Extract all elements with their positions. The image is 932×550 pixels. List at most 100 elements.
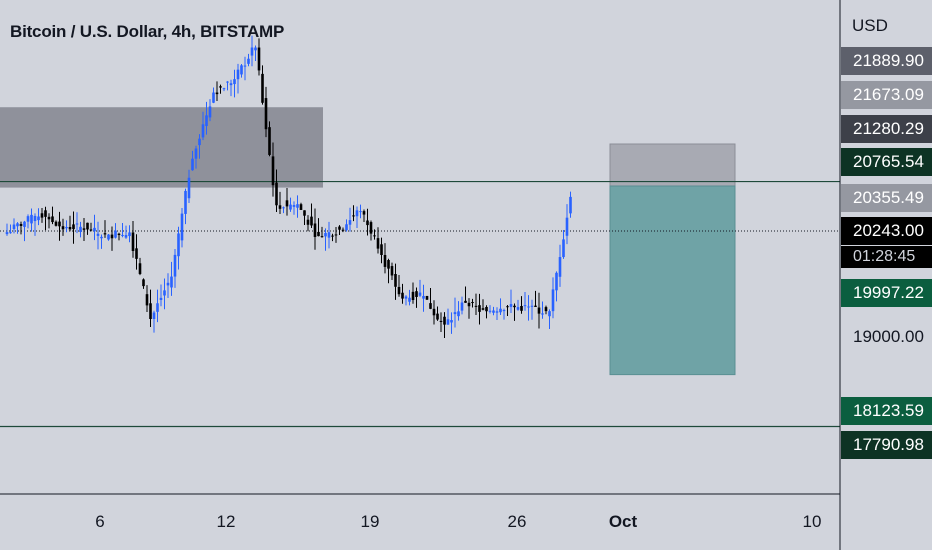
candle-body (443, 316, 446, 325)
candle-body (30, 214, 33, 224)
candle-body (107, 234, 110, 240)
candle-body (100, 236, 103, 239)
candle-body (366, 220, 369, 226)
position-target-zone (609, 185, 736, 376)
candle-body (222, 88, 226, 90)
candle-body (264, 98, 268, 130)
candle-body (471, 302, 474, 304)
candle-body (282, 207, 285, 209)
candle-body (142, 279, 145, 287)
candle-body (229, 83, 233, 86)
candle-body (219, 86, 222, 88)
price-tag: 19997.22 (841, 279, 932, 307)
candle-body (149, 303, 152, 320)
candle-body (418, 292, 422, 296)
candle-body (114, 230, 117, 238)
candle-body (292, 205, 296, 207)
candle-body (278, 205, 282, 209)
candle-body (488, 310, 492, 312)
candle-body (138, 263, 142, 274)
candle-body (506, 306, 509, 308)
candle-body (520, 305, 523, 311)
candle-body (481, 308, 485, 310)
candle-body (194, 148, 198, 159)
candle-body (551, 289, 555, 312)
candle-body (299, 204, 303, 210)
candle-body (537, 307, 541, 314)
price-tag: 19000.00 (853, 327, 924, 346)
candle-body (96, 233, 100, 236)
candle-body (236, 69, 240, 80)
candle-body (170, 276, 173, 288)
candle-body (268, 127, 271, 155)
candle-body (191, 158, 194, 171)
candle-body (47, 216, 51, 220)
time-tick-label: 26 (507, 512, 527, 531)
candle-body (215, 92, 219, 95)
candle-body (373, 235, 376, 237)
candle-body (439, 320, 443, 322)
candle-body (16, 223, 19, 227)
candle-body (495, 311, 499, 313)
candle-body (544, 307, 548, 312)
candle-body (478, 305, 481, 312)
candle-body (320, 236, 324, 238)
chart-title: Bitcoin / U.S. Dollar, 4h, BITSTAMP (10, 22, 285, 41)
candle-body (289, 204, 292, 210)
candle-body (135, 248, 138, 259)
candle-body (457, 311, 460, 317)
candle-body (530, 305, 534, 307)
price-tag: 21280.29 (841, 115, 932, 143)
candle-body (205, 115, 208, 127)
candle-body (184, 190, 187, 214)
candle-body (187, 177, 191, 199)
candle-body (37, 216, 40, 221)
time-tick-label: 10 (802, 512, 822, 531)
time-tick-label: 6 (95, 512, 105, 531)
candle-body (411, 291, 415, 301)
candle-body (464, 300, 467, 303)
candle-body (404, 296, 408, 299)
candle-body (159, 297, 163, 300)
candle-body (117, 233, 121, 236)
candle-body (569, 196, 572, 214)
candle-body (313, 223, 317, 237)
candle-body (474, 305, 478, 307)
candle-body (124, 235, 128, 238)
candle-body (33, 215, 37, 222)
candle-body (369, 222, 373, 234)
position-stop-zone (609, 143, 736, 187)
candle-body (212, 92, 215, 103)
candle-body (86, 222, 89, 230)
candle-body (352, 215, 355, 217)
candle-body (82, 228, 86, 230)
candle-body (26, 216, 30, 222)
candle-body (415, 291, 418, 297)
candle-body (233, 79, 236, 85)
candle-body (254, 47, 257, 51)
candle-body (534, 305, 537, 307)
candle-body (422, 295, 425, 299)
candle-body (516, 307, 520, 310)
time-tick-label: Oct (608, 512, 638, 531)
candle-body (327, 232, 331, 238)
price-tag: 17790.98 (841, 431, 932, 459)
bar-countdown: 01:28:45 (841, 246, 932, 268)
candle-body (432, 308, 436, 316)
candle-body (565, 217, 569, 236)
candle-body (23, 221, 26, 227)
candle-body (145, 294, 149, 306)
candle-body (541, 313, 544, 315)
time-tick-label: 12 (216, 512, 236, 531)
candle-body (338, 226, 341, 230)
candle-body (226, 81, 229, 83)
candle-body (450, 320, 453, 323)
candles-layer (5, 35, 572, 338)
candle-body (275, 182, 278, 206)
candle-body (429, 303, 432, 309)
candle-body (180, 213, 184, 241)
candle-body (303, 210, 306, 216)
candle-body (425, 295, 429, 300)
